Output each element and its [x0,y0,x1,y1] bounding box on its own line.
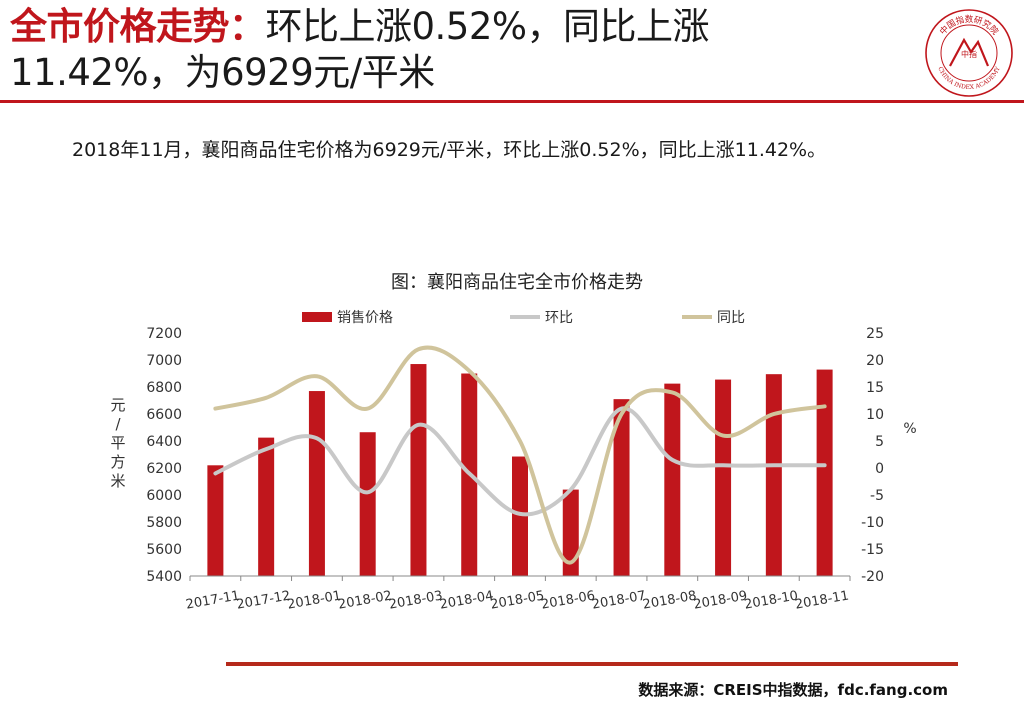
page-title-line-2: 11.42%，为6929元/平米 [10,51,435,94]
right-tick-label: 20 [866,353,884,369]
left-tick-label: 5400 [146,569,182,585]
right-tick-label: -5 [870,488,884,504]
footer-divider [226,662,958,666]
page-title-highlight: 全市价格走势： [10,5,266,48]
x-tick-label: 2018-08 [642,588,698,612]
legend-label: 环比 [545,310,573,326]
left-tick-label: 6600 [146,407,182,423]
legend-label: 销售价格 [337,310,393,326]
right-y-axis: -20 -15 -10 -5 0 5 10 15 20 25% [861,326,917,585]
left-tick-label: 7200 [146,326,182,342]
chart-legend: 销售价格 环比 同比 [302,310,745,326]
x-tick-label: 2018-07 [591,588,647,612]
x-tick-label: 2018-06 [540,588,596,612]
right-tick-label: -15 [861,542,884,558]
summary-text: 2018年11月，襄阳商品住宅价格为6929元/平米，环比上涨0.52%，同比上… [72,139,827,161]
x-tick-label: 2018-05 [489,588,545,612]
right-axis-label: % [903,421,916,437]
price-bar [359,432,376,576]
x-tick-label: 2018-04 [439,588,495,612]
right-tick-label: 0 [875,461,884,477]
left-tick-label: 5600 [146,542,182,558]
price-bar [308,391,325,576]
header-divider [0,100,1024,103]
price-bar [562,489,579,576]
price-bar [816,369,833,576]
x-tick-label: 2018-10 [743,588,799,612]
x-tick-label: 2018-09 [692,588,748,612]
price-bar [715,379,732,576]
right-tick-label: 10 [866,407,884,423]
bar-series [207,364,833,576]
price-trend-chart: 图：襄阳商品住宅全市价格走势 销售价格 环比 同比 5400 5600 5800 6000… [110,272,917,613]
page-title-line-1: 全市价格走势：环比上涨0.52%，同比上涨 [10,4,900,50]
x-tick-label: 2018-01 [286,588,342,612]
logo-text-center: 中指 [961,49,977,59]
yoy-change-line [213,345,827,565]
right-tick-label: -20 [861,569,884,585]
legend-label: 同比 [717,310,745,326]
line-series [213,345,827,565]
x-tick-label: 2018-03 [388,588,444,612]
right-tick-label: 15 [866,380,884,396]
left-tick-label: 6000 [146,488,182,504]
left-axis-label: 元/平方米 [110,396,125,490]
legend-swatch-bar [302,312,332,322]
price-bar [765,374,782,576]
x-tick-label: 2018-02 [337,588,393,612]
data-source: 数据来源：CREIS中指数据，fdc.fang.com [638,681,948,699]
left-tick-label: 6400 [146,434,182,450]
china-index-academy-logo: 中国指数研究院 CHINA INDEX ACADEMY 中指 [925,9,1013,97]
price-bar [613,399,630,576]
chart-title: 图：襄阳商品住宅全市价格走势 [391,272,643,293]
left-tick-label: 6800 [146,380,182,396]
x-axis: 2017-112017-122018-012018-022018-032018-… [185,575,851,613]
left-tick-label: 6200 [146,461,182,477]
x-tick-label: 2018-11 [794,588,850,612]
left-tick-label: 7000 [146,353,182,369]
price-bar [512,456,528,576]
right-tick-label: 5 [875,434,884,450]
page-header: 全市价格走势：环比上涨0.52%，同比上涨 11.42%，为6929元/平米 [10,4,900,96]
x-tick-label: 2017-11 [185,588,241,612]
left-tick-label: 5800 [146,515,182,531]
right-tick-label: 25 [866,326,884,342]
price-bar [664,383,681,576]
left-y-axis: 5400 5600 5800 6000 6200 6400 6600 6800 7000 7200… [110,326,182,585]
price-bar [258,437,275,576]
mom-change-line [213,406,827,517]
x-tick-label: 2017-12 [235,588,291,612]
page-title-rest: 环比上涨0.52%，同比上涨 [265,5,710,48]
price-bar [410,364,427,576]
price-bar [207,465,224,576]
right-tick-label: -10 [861,515,884,531]
